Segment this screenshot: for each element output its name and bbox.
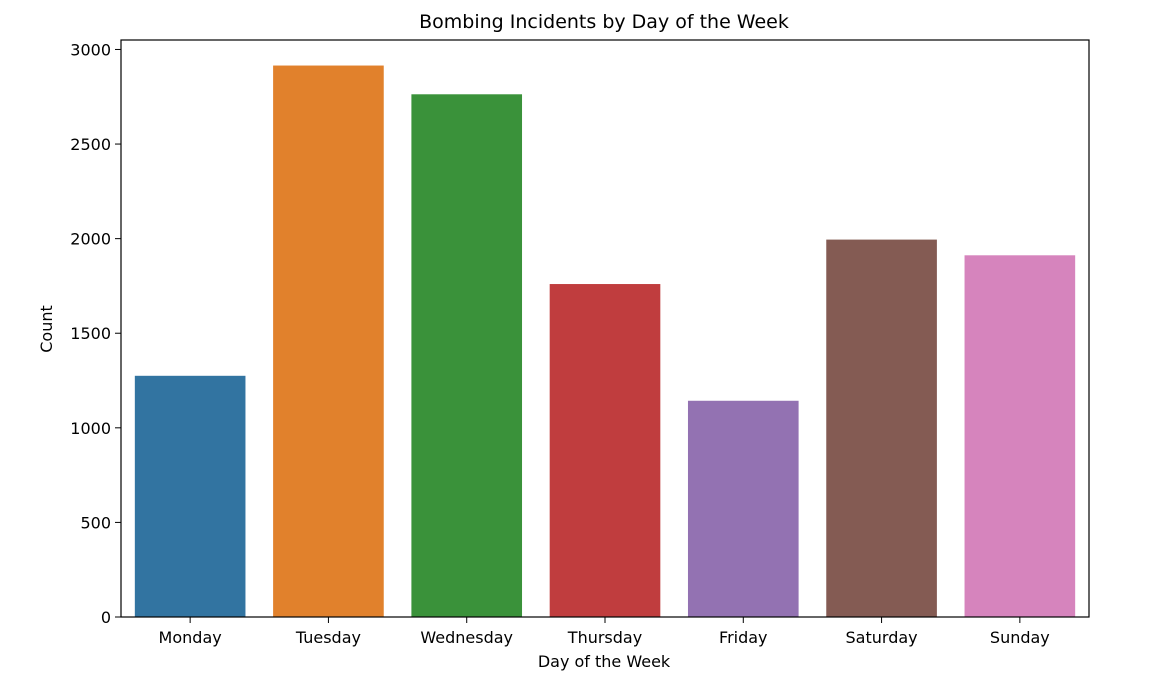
y-tick-label: 500: [80, 513, 111, 532]
bar-friday: [687, 400, 799, 617]
y-tick-label: 2500: [70, 135, 111, 154]
x-tick-label: Saturday: [846, 628, 918, 647]
x-tick-label: Friday: [719, 628, 768, 647]
y-axis-label: Count: [37, 305, 56, 353]
y-tick-label: 2000: [70, 230, 111, 249]
y-tick-label: 1000: [70, 419, 111, 438]
bar-wednesday: [411, 94, 523, 618]
chart-title: Bombing Incidents by Day of the Week: [419, 11, 789, 33]
x-axis-label: Day of the Week: [538, 652, 671, 671]
bar-sunday: [964, 255, 1076, 618]
x-tick-label: Tuesday: [295, 628, 361, 647]
bar-saturday: [826, 239, 937, 617]
y-tick-label: 3000: [70, 40, 111, 59]
x-axis: Monday Tuesday Wednesday Thursday Friday Satu…: [159, 617, 1050, 647]
bar-thursday: [549, 284, 661, 617]
y-tick-label: 0: [101, 608, 111, 627]
x-tick-label: Monday: [159, 628, 222, 647]
x-tick-label: Wednesday: [420, 628, 513, 647]
y-axis: 0 500 1000 1500 2000 2500 3000: [70, 40, 121, 627]
x-tick-label: Sunday: [990, 628, 1050, 647]
bar-tuesday: [273, 65, 384, 618]
bars-group: [134, 65, 1076, 618]
bar-monday: [134, 375, 246, 617]
x-tick-label: Thursday: [567, 628, 642, 647]
y-tick-label: 1500: [70, 324, 111, 343]
